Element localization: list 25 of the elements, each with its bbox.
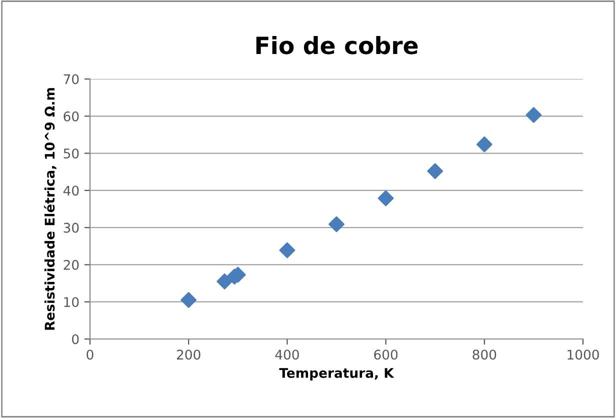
y-tick-label: 0: [72, 334, 79, 344]
y-tick-label: 10: [64, 297, 79, 308]
y-tick-label: 20: [64, 260, 79, 270]
x-tick-label: 200: [176, 350, 200, 360]
y-tick-label: 70: [64, 74, 79, 84]
y-tick-label: 60: [64, 111, 79, 122]
x-axis-title: Temperatura, K: [279, 368, 394, 381]
point: [427, 163, 444, 180]
y-tick-label: 40: [63, 186, 79, 196]
point: [216, 273, 233, 290]
y-axis-title: Resistividade Elétrica, 10^9 Ω.m: [44, 88, 56, 330]
y-tick-label: 30: [64, 222, 79, 233]
x-tick-label: 400: [275, 350, 299, 360]
point: [476, 136, 492, 152]
x-tick-label: 600: [374, 350, 398, 360]
x-tick-label: 0: [86, 350, 94, 360]
x-tick-label: 1000: [568, 350, 599, 360]
point: [328, 216, 344, 232]
y-tick-label: 50: [64, 148, 79, 158]
x-tick-label: 800: [472, 350, 496, 360]
point: [378, 190, 394, 206]
point: [526, 107, 542, 124]
chart-title: Fio de cobre: [256, 36, 418, 54]
point: [180, 292, 197, 308]
point: [279, 242, 296, 258]
